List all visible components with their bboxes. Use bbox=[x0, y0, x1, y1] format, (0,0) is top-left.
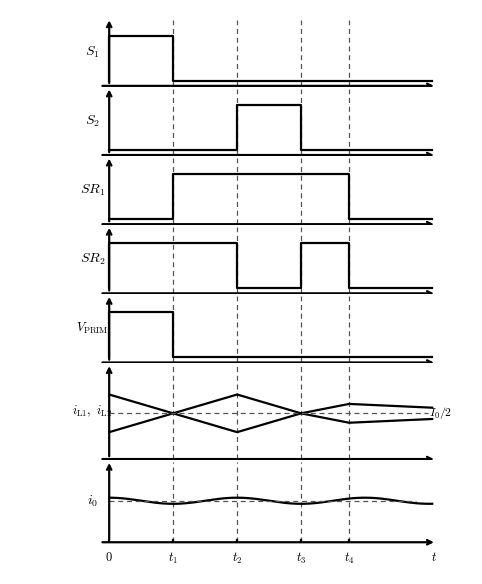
Y-axis label: $SR_1$: $SR_1$ bbox=[80, 183, 105, 198]
Y-axis label: $S_1$: $S_1$ bbox=[85, 44, 100, 60]
Y-axis label: $S_2$: $S_2$ bbox=[85, 113, 100, 129]
Text: $t_3$: $t_3$ bbox=[296, 551, 306, 566]
Text: $t_2$: $t_2$ bbox=[232, 551, 242, 566]
Text: $t_1$: $t_1$ bbox=[168, 551, 178, 566]
Text: $0$: $0$ bbox=[106, 551, 113, 564]
Text: $t_4$: $t_4$ bbox=[344, 551, 354, 566]
Text: $I_0/2$: $I_0/2$ bbox=[429, 405, 452, 421]
Text: $t$: $t$ bbox=[431, 551, 437, 564]
Y-axis label: $V_{\rm PRIM}$: $V_{\rm PRIM}$ bbox=[76, 321, 108, 336]
Y-axis label: $i_{\rm L1},\ i_{\rm L2}$: $i_{\rm L1},\ i_{\rm L2}$ bbox=[72, 404, 112, 419]
Y-axis label: $SR_2$: $SR_2$ bbox=[80, 252, 105, 267]
Y-axis label: $i_0$: $i_0$ bbox=[87, 494, 98, 509]
